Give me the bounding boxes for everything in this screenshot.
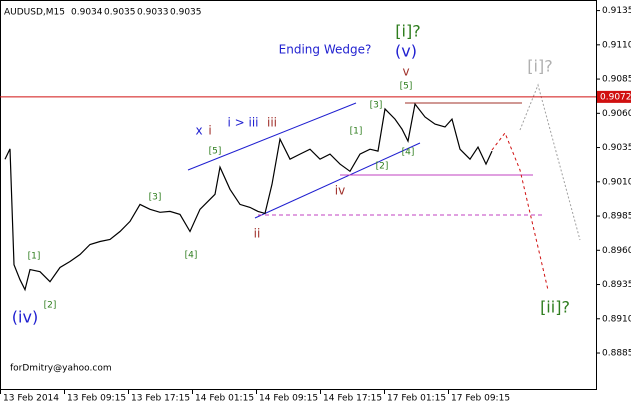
y-tick-label: 0.8885 xyxy=(602,349,631,359)
annotation: [2] xyxy=(44,301,57,311)
wave-drawings xyxy=(187,83,581,291)
symbol: AUDUSD,M15 xyxy=(4,8,65,18)
y-tick-label: 0.9060 xyxy=(602,109,631,119)
projection xyxy=(519,83,581,241)
x-tick-label: 13 Feb 09:15 xyxy=(67,394,126,404)
annotation: [3] xyxy=(370,101,383,111)
annotation: [4] xyxy=(402,148,415,158)
y-tick-label: 0.8910 xyxy=(602,314,631,324)
annotation: i > iii xyxy=(227,116,258,130)
annotation: (v) xyxy=(395,42,417,61)
y-tick-label: 0.9010 xyxy=(602,177,631,187)
y-tick-label: 0.9110 xyxy=(602,40,631,50)
y-tick-label: 0.9085 xyxy=(602,75,631,85)
annotation: iv xyxy=(335,184,345,198)
y-tick-label: 0.8960 xyxy=(602,246,631,256)
annotation: ii xyxy=(254,227,261,241)
plot-frame xyxy=(0,0,597,390)
annotation: x xyxy=(195,124,202,138)
current-price-box xyxy=(597,90,631,103)
y-tick-label: 0.9035 xyxy=(602,143,631,153)
price-line xyxy=(4,102,493,292)
y-tick-label: 0.8935 xyxy=(602,280,631,290)
annotation: [ii]? xyxy=(540,298,570,317)
annotation: [5] xyxy=(209,147,222,157)
x-tick-label: 13 Feb 2014 xyxy=(3,394,59,404)
annotation: [1] xyxy=(350,127,363,137)
wedge-lower xyxy=(254,142,421,219)
annotation: iii xyxy=(267,116,277,130)
annotation: forDmitry@yahoo.com xyxy=(10,364,112,374)
wedge-upper xyxy=(187,102,357,171)
ohlc-open: 0.9034 xyxy=(71,8,103,18)
ohlc-low: 0.9033 xyxy=(137,8,169,18)
ohlc-high: 0.9035 xyxy=(104,8,136,18)
annotation: i xyxy=(208,124,211,138)
x-tick-label: 14 Feb 17:15 xyxy=(323,394,382,404)
x-tick-label: 13 Feb 17:15 xyxy=(131,394,190,404)
annotation: [i]? xyxy=(527,57,552,76)
y-tick-label: 0.9135 xyxy=(602,6,631,16)
x-tick-label: 17 Feb 09:15 xyxy=(451,394,510,404)
annotation: [3] xyxy=(149,193,162,203)
annotation: Ending Wedge? xyxy=(279,43,372,57)
annotation: [4] xyxy=(185,251,198,261)
ohlc-close: 0.9035 xyxy=(170,8,202,18)
projection xyxy=(491,132,549,291)
y-tick-label: 0.8985 xyxy=(602,212,631,222)
x-tick-label: 14 Feb 01:15 xyxy=(195,394,254,404)
annotation: (iv) xyxy=(12,308,38,327)
x-tick-label: 17 Feb 01:15 xyxy=(387,394,446,404)
current-price-label: 0.9072 xyxy=(600,92,631,102)
annotation: [5] xyxy=(400,82,413,92)
annotation: [1] xyxy=(28,252,41,262)
annotation: v xyxy=(402,65,409,79)
annotation: [2] xyxy=(376,162,389,172)
x-tick-label: 14 Feb 09:15 xyxy=(259,394,318,404)
annotation: [i]? xyxy=(395,22,420,41)
